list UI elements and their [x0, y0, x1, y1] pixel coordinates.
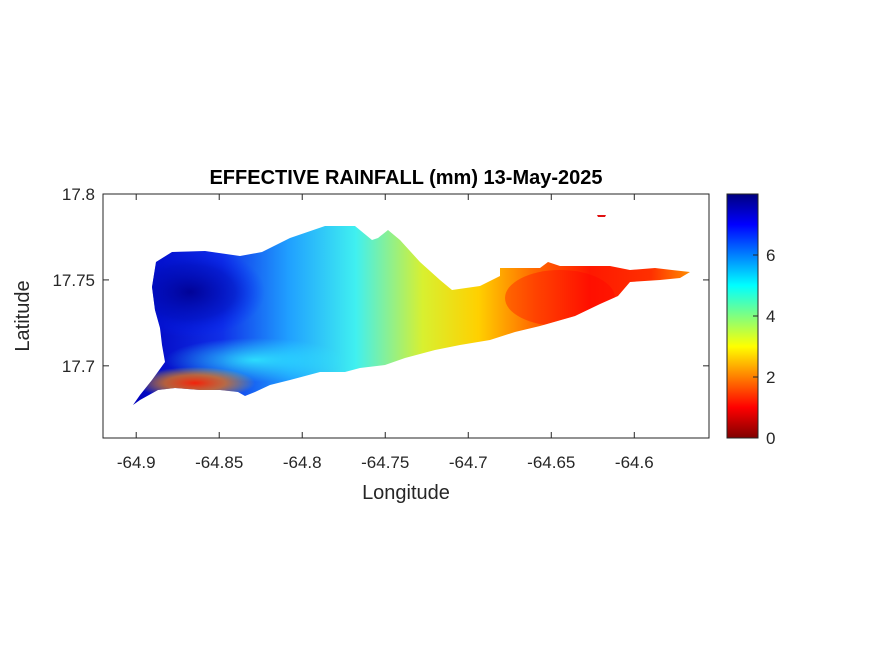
x-tick-label: -64.65: [527, 453, 575, 472]
colorbar-tick-label: 4: [766, 307, 775, 326]
x-axis-label: Longitude: [362, 482, 450, 504]
x-tick-label: -64.75: [361, 453, 409, 472]
chart-title: EFFECTIVE RAINFALL (mm) 13-May-2025: [209, 167, 602, 189]
x-tick-label: -64.6: [615, 453, 654, 472]
islet-east: [597, 215, 606, 217]
colorbar-tick-label: 2: [766, 368, 775, 387]
colorbar-gradient: [726, 193, 759, 439]
x-tick-label: -64.9: [117, 453, 156, 472]
y-axis: 17.7 17.75 17.8: [52, 185, 709, 376]
y-tick-label: 17.75: [52, 271, 95, 290]
y-tick-label: 17.7: [62, 357, 95, 376]
y-axis-label: Latitude: [12, 280, 34, 351]
colorbar-tick-label: 6: [766, 246, 775, 265]
x-tick-label: -64.8: [283, 453, 322, 472]
x-tick-label: -64.85: [195, 453, 243, 472]
x-tick-label: -64.7: [449, 453, 488, 472]
colorbar-tick-label: 0: [766, 429, 775, 448]
x-axis: -64.9 -64.85 -64.8 -64.75 -64.7 -64.65 -64.6: [117, 194, 654, 472]
colorbar-ticks: 0 2 4 6: [753, 246, 775, 448]
colorbar: 0 2 4 6: [726, 193, 775, 448]
y-tick-label: 17.8: [62, 185, 95, 204]
